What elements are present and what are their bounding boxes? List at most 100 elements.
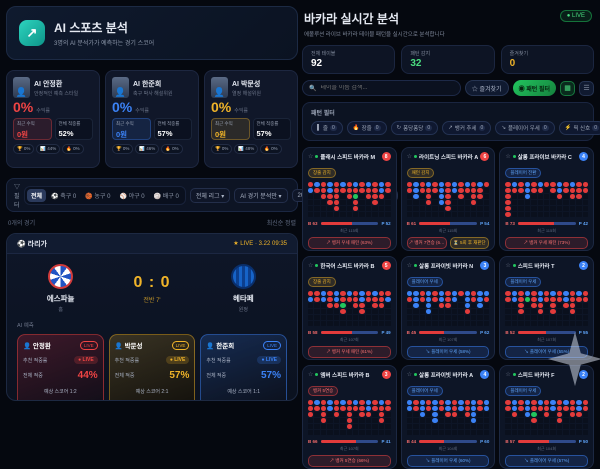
pattern-chip[interactable]: ⚡ 픽 신호 0 bbox=[558, 121, 600, 135]
list-view-icon[interactable]: ☰ bbox=[579, 80, 594, 96]
bead-cell bbox=[543, 200, 550, 205]
prediction-box[interactable]: 👤 박문성 LIVE 추천 적중률 ● LIVE 전체 적중 57% 예상 스코어 2:1 bbox=[108, 334, 196, 400]
bead-dot bbox=[372, 194, 378, 199]
baccarat-table-card[interactable]: ☆ 엠버 스피드 바카라 B 3 뱅커 5연승 B 66 P 41 최근 107회 ↗ 뱅커 … bbox=[302, 365, 397, 469]
favorite-star-icon[interactable]: ☆ bbox=[308, 372, 314, 378]
sport-tab[interactable]: 전체 bbox=[27, 188, 47, 202]
bead-dot bbox=[327, 297, 333, 302]
bead-dot bbox=[308, 297, 314, 302]
bead-dot bbox=[445, 406, 451, 411]
search-input[interactable] bbox=[320, 85, 454, 91]
baccarat-table-card[interactable]: ☆ 한국어 스피드 바카라 B 5 장줄 감지 B 58 P 49 최근 107회 ↗ 뱅커 … bbox=[302, 256, 397, 360]
bead-cell bbox=[406, 194, 413, 199]
sport-tab[interactable]: 🏀 농구 0 bbox=[85, 193, 111, 200]
favorite-star-icon[interactable]: ☆ bbox=[505, 263, 511, 269]
pattern-chip[interactable]: ▌ 줄 0 bbox=[311, 121, 343, 135]
bead-cell bbox=[458, 315, 464, 320]
bead-cell bbox=[314, 212, 320, 217]
sport-tab[interactable]: ⚽ 축구 0 bbox=[51, 193, 77, 200]
bead-cell bbox=[353, 309, 359, 314]
favorites-button[interactable]: ☆ 즐겨찾기 bbox=[464, 80, 509, 96]
analyst-card[interactable]: 👤 AI 한준희 축구 박사 해설위원 0% 수익률 최근 수익 0원 전체 적중률 57% 🏆 … bbox=[105, 70, 199, 168]
away-team: 헤타페 원정 bbox=[198, 264, 289, 313]
favorite-star-icon[interactable]: ☆ bbox=[406, 263, 413, 269]
analyst-card[interactable]: 👤 AI 박문성 열정 해설위원 0% 수익률 최근 수익 0원 전체 적중률 57% 🏆 0% 📊… bbox=[204, 70, 298, 168]
bead-dot bbox=[518, 400, 524, 405]
bead-dot bbox=[385, 406, 391, 411]
favorite-star-icon[interactable]: ☆ bbox=[406, 372, 413, 378]
bead-cell bbox=[372, 212, 378, 217]
bead-dot bbox=[582, 188, 588, 193]
match-card[interactable]: ⚽ 라리가 ★ LIVE · 3.22 09:35 에스파뇰 홈 0 : 0 전… bbox=[6, 233, 298, 401]
bead-cell bbox=[524, 321, 531, 326]
league-dropdown[interactable]: 전체 리그 ▾ bbox=[189, 187, 231, 203]
bead-cell bbox=[543, 321, 550, 326]
round-total: 최근 107회 bbox=[339, 337, 359, 342]
grid-view-icon[interactable]: ▦ bbox=[560, 80, 575, 96]
baccarat-table-card[interactable]: ☆ 스피드 바카라 F 2 플레이어 우세 B 57 P 50 최근 104회 ↘ 플레이어 … bbox=[499, 365, 594, 469]
favorite-star-icon[interactable]: ☆ bbox=[308, 154, 314, 160]
bead-road bbox=[308, 182, 391, 217]
prediction-box[interactable]: 👤 한준희 LIVE 추천 적중률 ● LIVE 전체 적중 57% 예상 스코어 1:1 bbox=[200, 334, 288, 400]
bead-cell bbox=[406, 206, 413, 211]
sport-tab[interactable]: ⚾ 야구 0 bbox=[119, 193, 145, 200]
bead-cell bbox=[385, 424, 391, 429]
pattern-chip[interactable]: ↗ 뱅커 추세 0 bbox=[442, 121, 492, 135]
bead-dot bbox=[340, 400, 346, 405]
bead-cell bbox=[451, 200, 458, 205]
bead-cell bbox=[518, 321, 524, 326]
bead-cell bbox=[406, 200, 413, 205]
bead-dot bbox=[353, 182, 359, 187]
bead-cell bbox=[524, 430, 531, 435]
bead-dot bbox=[365, 188, 372, 193]
favorite-star-icon[interactable]: ☆ bbox=[505, 154, 511, 160]
bead-dot bbox=[537, 291, 543, 296]
bead-cell bbox=[320, 212, 327, 217]
bead-cell bbox=[537, 206, 543, 211]
bead-dot bbox=[511, 291, 518, 296]
favorite-star-icon[interactable]: ☆ bbox=[406, 154, 413, 160]
pattern-filter-button[interactable]: ◉ 패턴 필터 bbox=[512, 80, 556, 96]
pattern-chip[interactable]: 🔥 장줄 0 bbox=[346, 121, 387, 135]
baccarat-table-card[interactable]: ☆ 살롱 프라이빗 바카라 N 3 플레이어 우세 B 45 P 62 최근 107회 ↘ 플… bbox=[400, 256, 496, 360]
bead-cell bbox=[340, 200, 346, 205]
bead-cell bbox=[413, 418, 419, 423]
away-crest-icon bbox=[230, 264, 256, 289]
table-search[interactable]: 🔍 bbox=[302, 80, 461, 96]
analyst-card[interactable]: 👤 AI 안정환 안정적인 예측 스타일 0% 수익률 최근 수익 0원 전체 적중률 52% 🏆… bbox=[6, 70, 100, 168]
pattern-chip[interactable]: ↻ 퐁당퐁당 0 bbox=[390, 121, 439, 135]
bead-dot bbox=[365, 400, 372, 405]
bead-dot bbox=[524, 291, 531, 296]
roi-label: 수익률 bbox=[135, 108, 150, 114]
bead-dot bbox=[524, 188, 531, 193]
bead-cell bbox=[353, 212, 359, 217]
prediction-box[interactable]: 👤 안정환 LIVE 추천 적중률 ● LIVE 전체 적중 44% 예상 스코어 1:2 bbox=[17, 334, 104, 400]
pattern-chip[interactable]: ↘ 플레이어 우세 0 bbox=[495, 121, 555, 135]
bead-dot bbox=[346, 424, 353, 429]
baccarat-table-card[interactable]: ☆ 플래시 스피드 바카라 M 8 장줄 감지 B 63 P 52 최근 115회 ↗ 뱅커 … bbox=[302, 147, 397, 251]
ai-only-dropdown[interactable]: AI 경기 분석만 ▾ bbox=[234, 187, 288, 203]
favorite-star-icon[interactable]: ☆ bbox=[308, 263, 314, 269]
bead-dot bbox=[406, 188, 413, 193]
bead-dot bbox=[425, 309, 432, 314]
bead-cell bbox=[333, 315, 340, 320]
bead-cell bbox=[445, 424, 451, 429]
bead-cell bbox=[576, 303, 582, 308]
live-tag: LIVE bbox=[79, 340, 98, 350]
bead-cell bbox=[556, 212, 563, 217]
prediction-boxes: 👤 안정환 LIVE 추천 적중률 ● LIVE 전체 적중 44% 예상 스코어 1:2 👤… bbox=[7, 329, 297, 400]
baccarat-table-card[interactable]: ☆ 살롱 프라이브 바카라 C 4 플레이어 전환 B 73 P 42 최근 115회 ↗ 뱅… bbox=[499, 147, 594, 251]
baccarat-table-card[interactable]: ☆ 스피드 바카라 T 2 플레이어 우세 B 52 P 55 최근 107회 ↘ 플레이어 … bbox=[499, 256, 594, 360]
bead-cell bbox=[327, 206, 333, 211]
online-dot-icon bbox=[512, 373, 516, 376]
bead-dot bbox=[582, 291, 588, 296]
bead-dot bbox=[518, 309, 524, 314]
sport-tab[interactable]: 🏐 배구 0 bbox=[153, 193, 179, 200]
bead-cell bbox=[576, 430, 582, 435]
baccarat-table-card[interactable]: ☆ 라이트닝 스피드 바카라 A 6 패턴 감지 B 61 P 54 최근 115회 ↗ 뱅커… bbox=[400, 147, 496, 251]
favorite-star-icon[interactable]: ☆ bbox=[505, 372, 511, 378]
baccarat-table-card[interactable]: ☆ 살롱 프라이빗 바카라 A 4 플레이어 우세 B 44 P 60 최근 104회 ↘ 플… bbox=[400, 365, 496, 469]
bead-dot bbox=[445, 400, 451, 405]
bead-cell bbox=[483, 430, 490, 435]
bead-dot bbox=[333, 206, 340, 211]
